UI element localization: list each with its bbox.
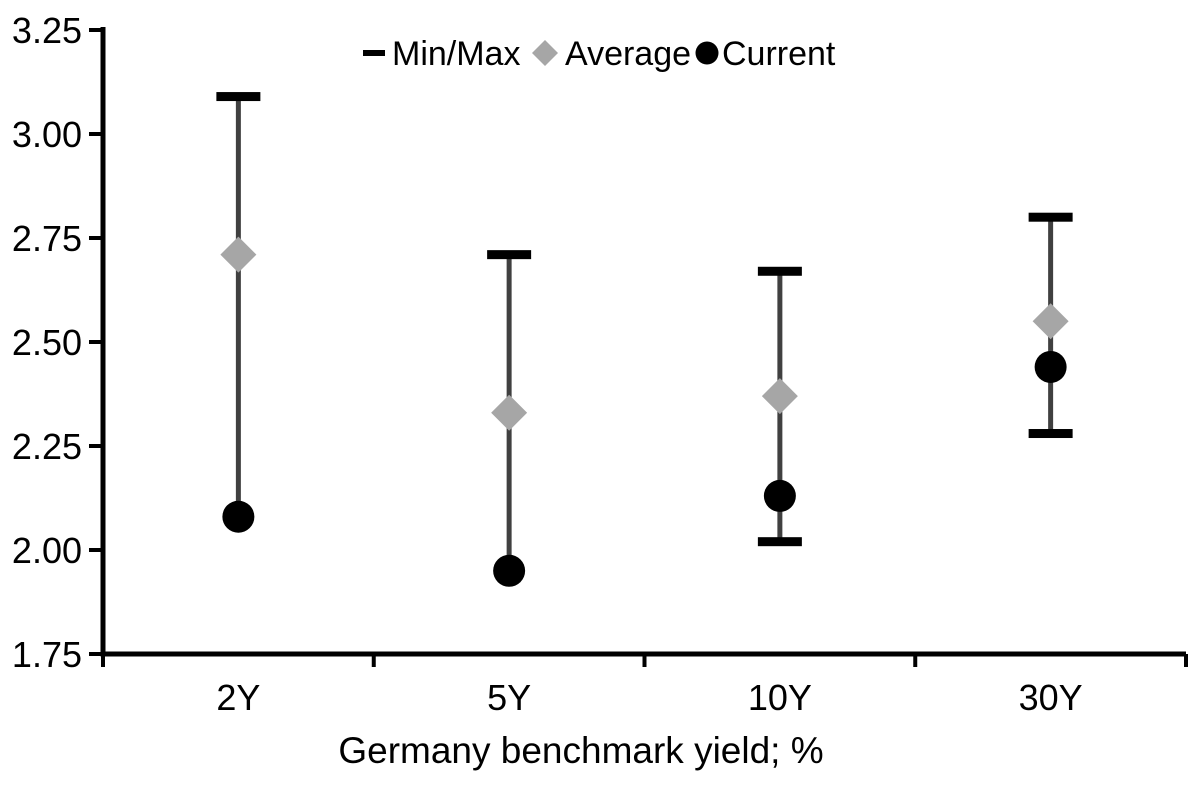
chart-legend: Min/Max Average Current xyxy=(363,35,836,73)
legend-diamond-icon xyxy=(532,40,558,66)
average-marker-5Y xyxy=(491,394,528,431)
max-cap-10Y xyxy=(757,266,802,276)
max-cap-30Y xyxy=(1028,212,1073,222)
y-tick-label: 1.75 xyxy=(12,634,82,675)
x-category-label: 5Y xyxy=(487,677,531,718)
average-marker-10Y xyxy=(761,378,798,415)
legend-dash-icon xyxy=(363,50,385,56)
y-tick-label: 2.25 xyxy=(12,426,82,467)
current-marker-10Y xyxy=(763,479,796,512)
y-tick-label: 2.50 xyxy=(12,322,82,363)
average-marker-30Y xyxy=(1032,303,1069,340)
y-tick-label: 3.00 xyxy=(12,114,82,155)
current-marker-2Y xyxy=(222,500,255,533)
legend-label-min-max: Min/Max xyxy=(392,35,520,73)
min-cap-10Y xyxy=(757,537,802,547)
x-axis: 2Y 5Y 10Y 30Y xyxy=(101,654,1188,718)
x-axis-title: Germany benchmark yield; % xyxy=(338,730,823,771)
x-category-label: 2Y xyxy=(216,677,260,718)
legend-label-average: Average xyxy=(565,35,691,73)
data-series xyxy=(216,92,1073,587)
max-cap-2Y xyxy=(216,92,261,102)
current-marker-5Y xyxy=(493,554,526,587)
y-tick-label: 2.00 xyxy=(12,530,82,571)
x-category-label: 30Y xyxy=(1019,677,1083,718)
legend-label-current: Current xyxy=(722,35,836,73)
max-cap-5Y xyxy=(487,250,532,260)
average-marker-2Y xyxy=(220,236,257,273)
y-axis: 1.75 2.00 2.25 2.50 2.75 3.00 3.25 xyxy=(12,10,103,675)
current-marker-30Y xyxy=(1034,350,1067,383)
legend-circle-icon xyxy=(695,41,719,65)
axes xyxy=(100,27,1186,657)
y-tick-label: 2.75 xyxy=(12,218,82,259)
min-cap-30Y xyxy=(1028,429,1073,439)
x-category-label: 10Y xyxy=(748,677,812,718)
y-tick-label: 3.25 xyxy=(12,10,82,51)
